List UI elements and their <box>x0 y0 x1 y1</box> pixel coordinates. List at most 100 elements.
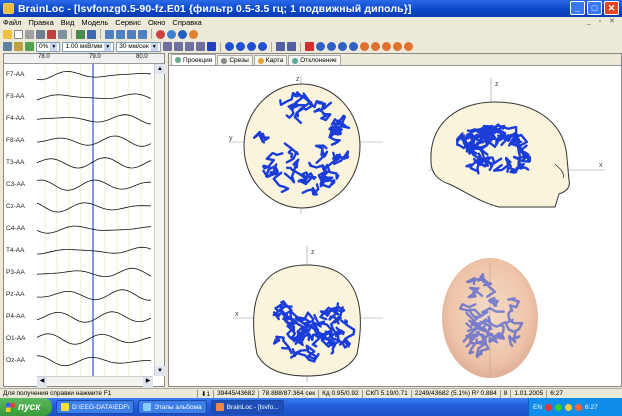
taskbar-item-album[interactable]: Этапы альбома <box>138 400 207 414</box>
tab-projections[interactable]: Проекции <box>171 54 217 65</box>
eeg-channel-row[interactable]: F7-AA <box>4 66 154 88</box>
eeg-channel-row[interactable]: T4-AA <box>4 242 154 264</box>
mdi-controls[interactable]: _ ▫ ✕ <box>586 18 618 25</box>
network-icon[interactable] <box>555 403 563 411</box>
info-icon[interactable] <box>189 29 198 39</box>
chart-icon[interactable] <box>76 29 85 39</box>
shade-icon[interactable] <box>392 42 402 51</box>
eeg-channel-row[interactable]: Pz-AA <box>4 286 154 308</box>
scroll-down-icon[interactable]: ▼ <box>155 366 165 376</box>
run-icon[interactable] <box>304 42 314 51</box>
menu-file[interactable]: Файл <box>3 18 22 27</box>
save-icon[interactable] <box>25 29 34 39</box>
tab-slices[interactable]: Срезы <box>217 55 253 65</box>
eeg-channel-row[interactable]: Oz-AA <box>4 352 154 374</box>
eeg-channel-row[interactable]: C3-AA <box>4 176 154 198</box>
eeg-channel-row[interactable]: F3-AA <box>4 88 154 110</box>
eeg-vertical-scrollbar[interactable]: ▲ ▼ <box>154 64 165 376</box>
3d-brain-render[interactable] <box>435 254 545 384</box>
eeg-channel-row[interactable]: T3-AA <box>4 154 154 176</box>
axial-projection[interactable]: z x <box>227 244 387 384</box>
montage-icon[interactable] <box>184 42 194 51</box>
eeg-channel-row[interactable]: F4-AA <box>4 110 154 132</box>
chevron-down-icon: ▼ <box>50 42 58 51</box>
record-icon[interactable] <box>156 29 165 39</box>
eeg-channel-row[interactable]: F8-AA <box>4 132 154 154</box>
view-back-icon[interactable] <box>257 42 267 51</box>
eye-icon[interactable] <box>167 29 176 39</box>
scroll-left-icon[interactable]: ◀ <box>37 377 47 387</box>
palette-icon[interactable] <box>370 42 380 51</box>
workspace: 78.0 79.0 80.0 F7-AA F3-AA F4-AA F8-AA T3-AA… <box>0 53 622 388</box>
taskbar-item-brainloc[interactable]: BrainLoc - [lsvfo... <box>210 400 284 414</box>
tray-app-icon[interactable] <box>575 403 583 411</box>
render-icon[interactable] <box>403 42 413 51</box>
menu-view[interactable]: Вид <box>60 18 75 27</box>
layout-icon[interactable] <box>116 29 125 39</box>
eeg-channel-row[interactable]: P3-AA <box>4 264 154 286</box>
coronal-projection[interactable]: z y <box>227 72 387 217</box>
scroll-right-icon[interactable]: ▶ <box>143 377 153 387</box>
status-cell: ⬇1 <box>197 389 213 398</box>
minimize-button[interactable]: _ <box>570 1 585 15</box>
color-icon[interactable] <box>359 42 369 51</box>
menu-help[interactable]: Справка <box>172 18 202 27</box>
tool-icon[interactable] <box>47 29 56 39</box>
split-icon[interactable] <box>275 42 285 51</box>
rotate-up-icon[interactable] <box>337 42 347 51</box>
print-icon[interactable] <box>36 29 45 39</box>
view-top-icon[interactable] <box>246 42 256 51</box>
eeg-channel-row[interactable]: P4-AA <box>4 308 154 330</box>
open-folder-icon[interactable] <box>3 29 12 39</box>
person-icon[interactable] <box>14 42 23 51</box>
speed-select[interactable]: 30 мм/сек ▼ <box>116 41 161 52</box>
status-cells: ⬇1 39445/43682 78.888/87.364 сек Кд 0.95/0.… <box>197 389 566 398</box>
language-indicator[interactable]: EN <box>533 403 543 411</box>
menu-model[interactable]: Модель <box>81 18 109 27</box>
menu-window[interactable]: Окно <box>147 18 166 27</box>
zoom-select[interactable]: 0% ▼ <box>36 41 61 52</box>
tile-icon[interactable] <box>127 29 136 39</box>
filter-icon[interactable] <box>25 42 34 51</box>
settings-icon[interactable] <box>58 29 67 39</box>
projection-view-panel: Проекции Срезы Карта Отклонение z y <box>168 53 622 387</box>
light-icon[interactable] <box>381 42 391 51</box>
new-file-icon[interactable] <box>14 29 23 39</box>
tab-map[interactable]: Карта <box>253 55 288 65</box>
eeg-channel-row[interactable]: Cz-AA <box>4 198 154 220</box>
cascade-icon[interactable] <box>138 29 147 39</box>
scale-icon[interactable] <box>3 42 12 51</box>
rotate-right-icon[interactable] <box>326 42 336 51</box>
markers-icon[interactable] <box>195 42 205 51</box>
eeg-horizontal-scrollbar[interactable]: ◀ ▶ <box>37 376 153 387</box>
antivirus-icon[interactable] <box>545 403 553 411</box>
dipole-icon[interactable] <box>206 42 216 51</box>
rotate-left-icon[interactable] <box>315 42 325 51</box>
menu-edit[interactable]: Правка <box>28 18 54 27</box>
rotate-down-icon[interactable] <box>348 42 358 51</box>
eeg-channel-row[interactable]: C4-AA <box>4 220 154 242</box>
channel-waveform <box>37 267 152 277</box>
sagittal-projection[interactable]: z x <box>419 72 609 217</box>
channel-waveform <box>37 202 152 213</box>
eeg-channel-row[interactable]: O1-AA <box>4 330 154 352</box>
window-icon[interactable] <box>105 29 114 39</box>
maximize-button[interactable]: □ <box>587 1 602 15</box>
axis-z-label: z <box>296 76 300 83</box>
menu-service[interactable]: Сервис <box>115 18 141 27</box>
help-icon[interactable] <box>178 29 187 39</box>
ruler-icon[interactable] <box>173 42 183 51</box>
sensitivity-select[interactable]: 1.00 мкВ/мм ▼ <box>62 41 115 52</box>
scroll-up-icon[interactable]: ▲ <box>155 64 165 74</box>
grid-icon[interactable] <box>87 29 96 39</box>
close-button[interactable]: ✕ <box>604 1 619 15</box>
merge-icon[interactable] <box>286 42 296 51</box>
taskbar-item-explorer[interactable]: D:\EEG-DATA\EDF\ <box>56 400 135 414</box>
volume-icon[interactable] <box>565 403 573 411</box>
view-side-icon[interactable] <box>235 42 245 51</box>
view-front-icon[interactable] <box>224 42 234 51</box>
app-icon[interactable] <box>3 3 14 14</box>
tab-deviation[interactable]: Отклонение <box>288 55 341 65</box>
start-button[interactable]: пуск <box>0 398 52 416</box>
measure-icon[interactable] <box>162 42 172 51</box>
